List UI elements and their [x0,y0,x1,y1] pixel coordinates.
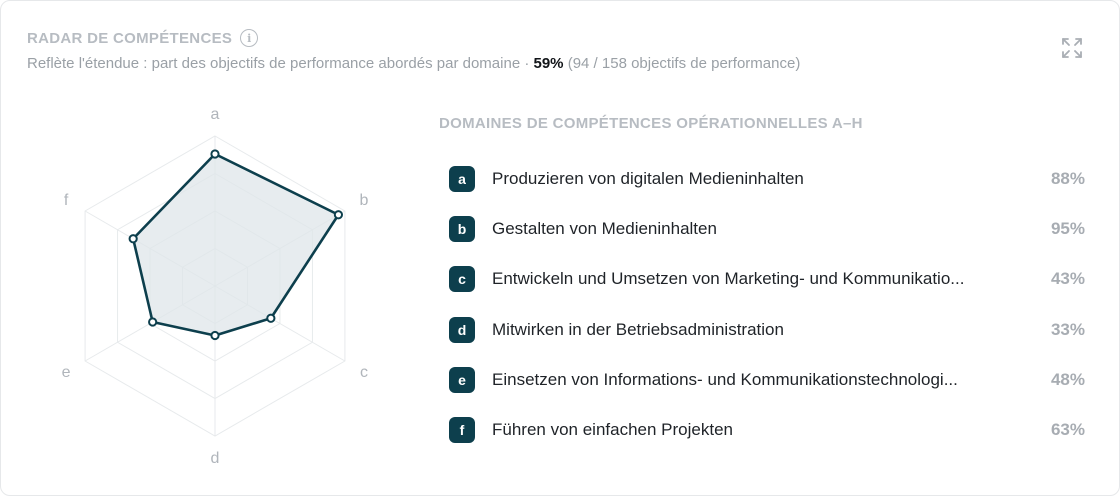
legend-title: DOMAINES DE COMPÉTENCES OPÉRATIONNELLES … [439,115,863,132]
legend-item-name: Einsetzen von Informations- und Kommunik… [492,369,958,389]
legend-item-f[interactable]: f Führen von einfachen Projekten 63% [439,405,1085,455]
card-header: RADAR DE COMPÉTENCES i Reflète l'étendue… [27,29,1093,72]
subtitle-percentage: 59% [533,55,564,72]
radar-point-b [333,210,344,220]
expand-button[interactable] [1061,37,1083,59]
legend-item-name: Entwickeln und Umsetzen von Marketing- u… [492,269,965,289]
legend-item-c[interactable]: c Entwickeln und Umsetzen von Marketing- … [439,254,1085,304]
expand-icon [1062,38,1082,58]
legend-item-percentage: 95% [1050,219,1085,239]
domain-legend: DOMAINES DE COMPÉTENCES OPÉRATIONNELLES … [439,115,1085,455]
legend-badge: c [449,266,475,293]
subtitle-suffix: (94 / 158 objectifs de performance) [563,55,801,72]
legend-item-name: Führen von einfachen Projekten [492,420,733,440]
radar-chart: a b c d e f [41,89,391,479]
radar-point-e [148,317,158,327]
radar-point-f [128,234,138,244]
info-icon[interactable]: i [240,29,259,47]
radar-axis-label-a: a [211,106,220,123]
legend-item-name: Produzieren von digitalen Medieninhalten [492,169,804,189]
radar-data-area [131,152,340,337]
subtitle-prefix: Reflète l'étendue : part des objectifs d… [27,55,534,72]
card-subtitle: Reflète l'étendue : part des objectifs d… [27,55,1093,72]
radar-svg: a b c d e f [62,106,369,467]
legend-badge: e [449,366,475,393]
legend-item-percentage: 88% [1050,169,1085,189]
card-title: RADAR DE COMPÉTENCES [27,29,233,47]
legend-badge: d [449,316,475,343]
legend-badge: b [449,216,475,243]
legend-item-percentage: 63% [1050,420,1085,440]
radar-axis-label-f: f [64,192,69,209]
radar-axis-label-c: c [360,364,368,381]
legend-badge: f [449,417,475,444]
legend-item-name: Gestalten von Medieninhalten [492,219,717,239]
legend-item-d[interactable]: d Mitwirken in der Betriebsadministration… [439,305,1085,355]
legend-item-name: Mitwirken in der Betriebsadministration [492,319,784,339]
radar-axis-label-e: e [62,364,71,381]
radar-point-a [210,149,220,159]
title-row: RADAR DE COMPÉTENCES i [27,29,1093,47]
legend-item-e[interactable]: e Einsetzen von Informations- und Kommuni… [439,355,1085,405]
radar-axis-label-d: d [211,450,220,467]
radar-point-d [210,330,220,341]
legend-badge: a [449,166,475,193]
legend-item-b[interactable]: b Gestalten von Medieninhalten 95% [439,204,1085,254]
radar-point-c [266,313,276,323]
radar-axis-label-b: b [360,192,369,209]
legend-item-percentage: 48% [1050,369,1085,389]
legend-item-percentage: 33% [1050,319,1085,339]
legend-list: a Produzieren von digitalen Medieninhalte… [439,154,1085,455]
legend-item-a[interactable]: a Produzieren von digitalen Medieninhalte… [439,154,1085,204]
legend-item-percentage: 43% [1050,269,1085,289]
